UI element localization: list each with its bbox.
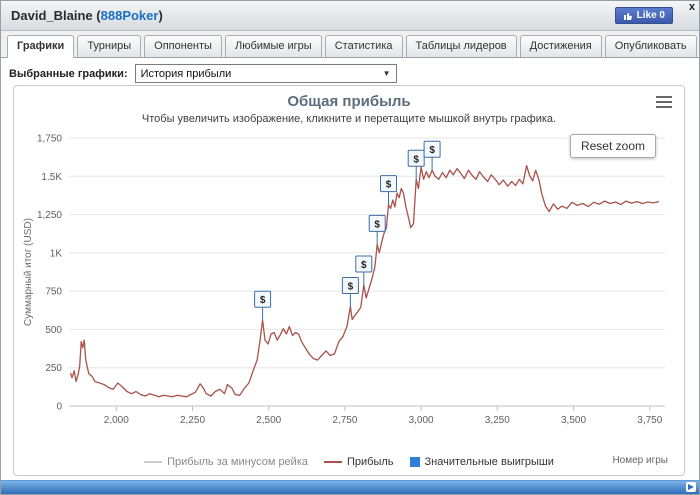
tab-statistics[interactable]: Статистика [324, 35, 403, 57]
svg-text:3,000: 3,000 [409, 415, 434, 426]
svg-text:2,500: 2,500 [256, 415, 281, 426]
svg-text:250: 250 [45, 363, 62, 374]
tab-leaderboards[interactable]: Таблицы лидеров [405, 35, 517, 57]
svg-text:1K: 1K [50, 248, 63, 259]
chevron-down-icon: ▼ [382, 69, 391, 78]
svg-text:$: $ [348, 282, 354, 293]
like-button[interactable]: Like 0 [614, 7, 673, 24]
tab-tournaments[interactable]: Турниры [77, 35, 142, 57]
tab-achievements[interactable]: Достижения [519, 35, 602, 57]
room-name: 888Poker [100, 8, 159, 23]
win-flag[interactable]: $ [368, 214, 386, 245]
svg-text:Суммарный итог (USD): Суммарный итог (USD) [23, 218, 34, 326]
like-label: Like 0 [636, 10, 665, 21]
chart-panel: Общая прибыль Чтобы увеличить изображени… [13, 85, 685, 476]
svg-text:2,000: 2,000 [104, 415, 129, 426]
player-name: David_Blaine (888Poker) [11, 8, 163, 23]
win-flag[interactable]: $ [341, 277, 359, 307]
graph-select-value: История прибыли [140, 67, 232, 80]
win-flag[interactable]: $ [355, 255, 373, 285]
svg-text:1.5K: 1.5K [41, 172, 62, 183]
tab-opponents[interactable]: Оппоненты [144, 35, 222, 57]
win-flag[interactable]: $ [254, 290, 272, 321]
chart-title: Общая прибыль [287, 93, 411, 110]
chart-legend: Прибыль за минусом рейка Прибыль Значите… [14, 456, 684, 468]
xaxis-label: Номер игры [612, 455, 668, 466]
graph-filter-label: Выбранные графики: [9, 67, 128, 80]
svg-text:$: $ [361, 260, 367, 271]
tab-bar: Графики Турниры Оппоненты Любимые игры С… [1, 31, 699, 58]
tab-publish[interactable]: Опубликовать [604, 35, 697, 57]
legend-item-profit-minus-rake[interactable]: Прибыль за минусом рейка [144, 456, 308, 468]
share-arrow-icon[interactable] [686, 482, 696, 492]
svg-text:$: $ [429, 145, 435, 156]
svg-text:$: $ [374, 219, 380, 230]
svg-text:2,250: 2,250 [180, 415, 205, 426]
svg-text:2,750: 2,750 [332, 415, 357, 426]
svg-text:$: $ [260, 295, 266, 306]
blue-square-swatch [409, 457, 420, 467]
room-paren-open: ( [96, 8, 101, 23]
reset-zoom-button[interactable]: Reset zoom [569, 134, 656, 158]
svg-text:0: 0 [56, 402, 62, 413]
win-flag[interactable]: $ [423, 140, 441, 171]
win-flag[interactable]: $ [380, 175, 397, 205]
thumbs-up-icon [623, 12, 632, 20]
legend-item-profit[interactable]: Прибыль [324, 456, 394, 468]
tab-graphs[interactable]: Графики [7, 35, 75, 58]
gray-line-swatch [144, 461, 163, 463]
room-paren-close: ) [158, 8, 163, 23]
red-line-swatch [324, 461, 342, 463]
svg-text:750: 750 [45, 287, 62, 298]
legend-item-significant-wins[interactable]: Значительные выигрыши [409, 456, 554, 468]
svg-text:$: $ [386, 180, 392, 191]
win-flag[interactable]: $ [407, 149, 425, 180]
footer-bar[interactable] [1, 480, 699, 494]
svg-text:3,500: 3,500 [561, 415, 586, 426]
graph-filter-row: Выбранные графики: История прибыли ▼ [1, 58, 699, 89]
svg-text:1,750: 1,750 [37, 134, 62, 145]
profit-chart[interactable]: 0 250 500 750 1K 1,250 1.5K 1,750 2,000 2,250 2,50… [19, 128, 679, 430]
svg-text:3,750: 3,750 [637, 415, 662, 426]
graph-select[interactable]: История прибыли ▼ [134, 64, 397, 83]
chart-subtitle: Чтобы увеличить изображение, кликните и … [141, 113, 557, 125]
svg-text:500: 500 [45, 325, 62, 336]
svg-text:$: $ [413, 154, 419, 165]
svg-text:3,250: 3,250 [485, 415, 510, 426]
close-icon[interactable]: x [688, 1, 695, 13]
hamburger-menu-icon[interactable] [656, 96, 672, 111]
svg-text:1,250: 1,250 [37, 210, 62, 221]
title-bar: David_Blaine (888Poker) Like 0 x [1, 1, 699, 31]
tab-favorite-games[interactable]: Любимые игры [224, 35, 322, 57]
